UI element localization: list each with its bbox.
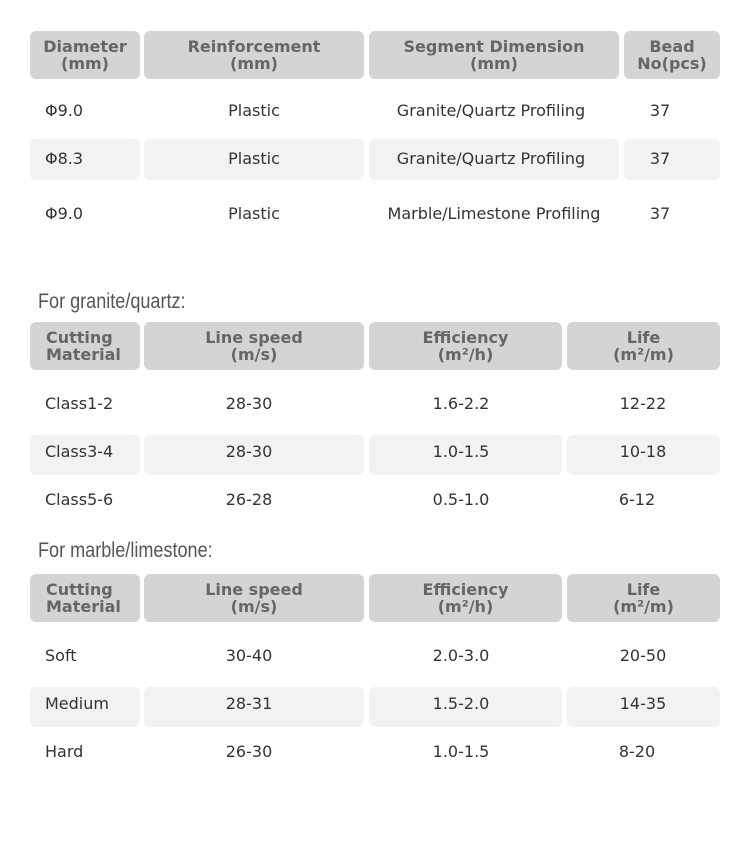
row-band: [369, 139, 619, 180]
cell-bead-no: 37: [649, 101, 671, 120]
cell-line-speed: 30-40: [225, 646, 273, 665]
cell-efficiency: 0.5-1.0: [432, 490, 490, 509]
cell-efficiency: 1.6-2.2: [432, 394, 490, 413]
cell-diameter: Φ8.3: [45, 149, 84, 168]
header-reinforcement: Reinforcement (mm): [144, 31, 364, 79]
cell-line-speed: 26-28: [225, 490, 273, 509]
cell-cutting-material: Medium: [45, 694, 109, 713]
cell-segment-dimension: Marble/Limestone Profiling: [387, 204, 601, 223]
cell-line-speed: 28-30: [225, 442, 273, 461]
section-title-granite: For granite/quartz:: [38, 290, 186, 313]
cell-cutting-material: Class5-6: [45, 490, 114, 509]
cell-reinforcement: Plastic: [228, 204, 280, 223]
cell-efficiency: 1.0-1.5: [432, 742, 490, 761]
cell-reinforcement: Plastic: [228, 101, 280, 120]
header-life: Life (m²/m): [567, 574, 720, 622]
cell-life: 20-50: [619, 646, 667, 665]
header-diameter: Diameter (mm): [30, 31, 140, 79]
cell-line-speed: 26-30: [225, 742, 273, 761]
header-efficiency: Efficiency (m²/h): [369, 574, 562, 622]
row-band: [567, 687, 720, 727]
row-band: [567, 435, 720, 475]
cell-reinforcement: Plastic: [228, 149, 280, 168]
cell-diameter: Φ9.0: [45, 101, 84, 120]
row-band: [144, 139, 364, 180]
row-band: [30, 139, 140, 180]
section-title-marble: For marble/limestone:: [38, 539, 213, 562]
header-bead-no: Bead No(pcs): [624, 31, 720, 79]
row-band: [369, 687, 562, 727]
cell-segment-dimension: Granite/Quartz Profiling: [396, 101, 586, 120]
header-efficiency: Efficiency (m²/h): [369, 322, 562, 370]
row-band: [144, 687, 364, 727]
cell-bead-no: 37: [649, 149, 671, 168]
cell-diameter: Φ9.0: [45, 204, 84, 223]
cell-efficiency: 2.0-3.0: [432, 646, 490, 665]
header-line-speed: Line speed (m/s): [144, 574, 364, 622]
cell-cutting-material: Soft: [45, 646, 77, 665]
row-band: [30, 687, 140, 727]
cell-life: 12-22: [619, 394, 667, 413]
cell-cutting-material: Class1-2: [45, 394, 114, 413]
row-band: [144, 435, 364, 475]
cell-life: 8-20: [618, 742, 656, 761]
cell-segment-dimension: Granite/Quartz Profiling: [396, 149, 586, 168]
row-band: [369, 435, 562, 475]
cell-efficiency: 1.5-2.0: [432, 694, 490, 713]
row-band: [624, 139, 720, 180]
cell-line-speed: 28-31: [225, 694, 273, 713]
cell-line-speed: 28-30: [225, 394, 273, 413]
header-segment-dimension: Segment Dimension (mm): [369, 31, 619, 79]
cell-efficiency: 1.0-1.5: [432, 442, 490, 461]
cell-cutting-material: Hard: [45, 742, 84, 761]
cell-bead-no: 37: [649, 204, 671, 223]
header-line-speed: Line speed (m/s): [144, 322, 364, 370]
header-cutting-material: Cutting Material: [30, 322, 140, 370]
cell-life: 6-12: [618, 490, 656, 509]
row-band: [30, 435, 140, 475]
header-cutting-material: Cutting Material: [30, 574, 140, 622]
cell-life: 10-18: [619, 442, 667, 461]
cell-life: 14-35: [619, 694, 667, 713]
header-life: Life (m²/m): [567, 322, 720, 370]
cell-cutting-material: Class3-4: [45, 442, 114, 461]
